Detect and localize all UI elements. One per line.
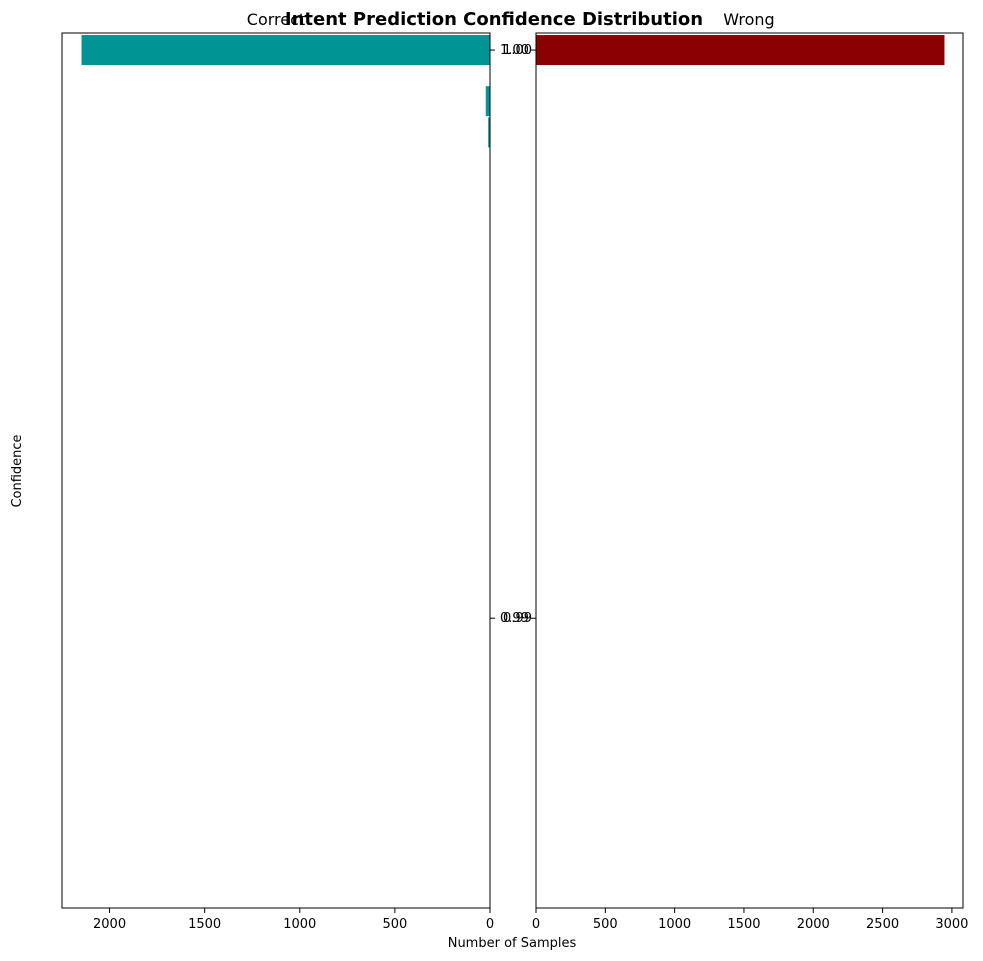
- x-tick-label-wrong: 2000: [797, 917, 830, 932]
- x-tick-label-wrong: 1000: [658, 917, 691, 932]
- y-tick-label-correct: 0.99: [500, 611, 529, 626]
- x-tick-label-correct: 1500: [188, 917, 221, 932]
- y-tick-label-wrong: 1.00: [503, 43, 532, 58]
- x-tick-label-correct: 0: [486, 917, 494, 932]
- bar-wrong-0: [535, 34, 946, 67]
- x-tick-label-correct: 2000: [93, 917, 126, 932]
- x-tick-label-wrong: 1500: [727, 917, 760, 932]
- x-tick-label-wrong: 500: [593, 917, 618, 932]
- panel-title-correct: Correct: [247, 10, 305, 29]
- chart-title: Intent Prediction Confidence Distributio…: [285, 9, 703, 30]
- y-tick-label-wrong: 0.99: [503, 611, 532, 626]
- axes-frame-correct: [61, 32, 491, 909]
- x-tick-label-correct: 500: [382, 917, 407, 932]
- axes-frame-wrong: [535, 32, 964, 909]
- bar-correct-0: [80, 34, 491, 67]
- y-tick-label-correct: 1.00: [500, 43, 529, 58]
- x-tick-label-wrong: 0: [532, 917, 540, 932]
- wrong-panel: 0 500 1000 1500 2000 2500 3000 1.00 0.99: [503, 32, 968, 932]
- correct-panel: 2000 1500 1000 500 0 1.00 0.99: [61, 32, 529, 932]
- x-axis-label: Number of Samples: [448, 936, 577, 951]
- bar-correct-1: [484, 85, 491, 118]
- x-tick-label-wrong: 3000: [935, 917, 968, 932]
- x-tick-label-wrong: 2500: [866, 917, 899, 932]
- panel-title-wrong: Wrong: [723, 10, 774, 29]
- x-tick-label-correct: 1000: [283, 917, 316, 932]
- y-axis-label: Confidence: [10, 434, 25, 507]
